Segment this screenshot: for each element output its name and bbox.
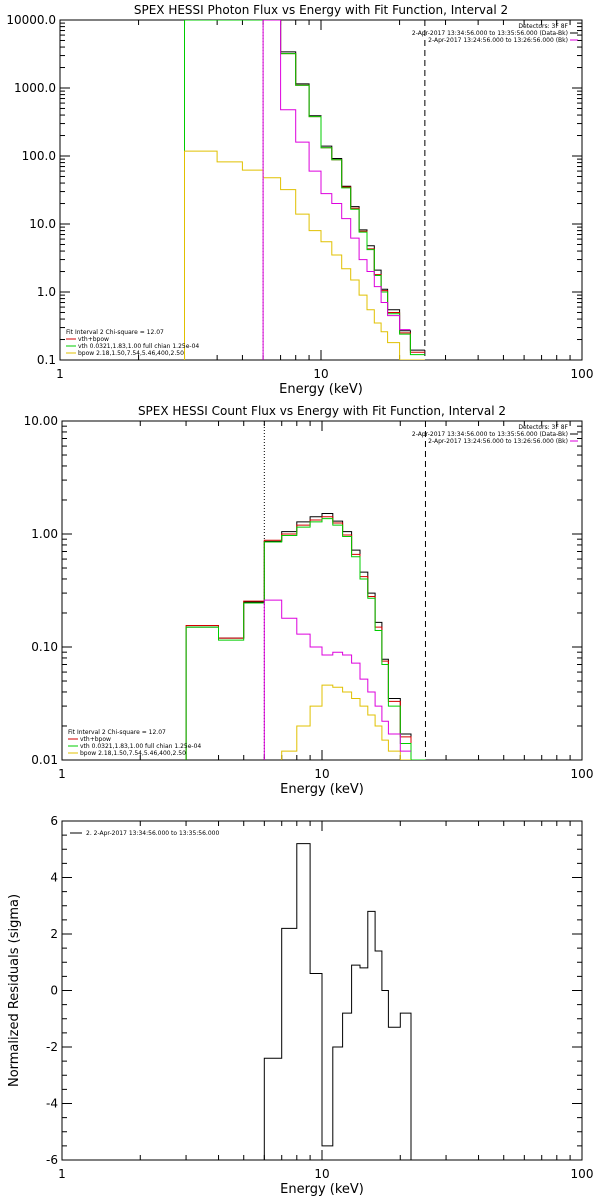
y-tick-label: 10.00 [24,414,58,428]
x-axis-label: Energy (keV) [280,782,364,797]
legend-text: 2. 2-Apr-2017 13:34:56.000 to 13:35:56.0… [86,830,219,837]
y-tick-label: 100.0 [22,149,56,163]
legend-left-text: vth 0.0321,1.83,1.00 full chian 1.25e-04 [78,343,199,350]
series-vth [185,518,426,760]
x-tick-label: 1 [56,367,64,381]
legend-right-text: Detectors: 3F 8F [518,424,568,431]
chart-title: SPEX HESSI Count Flux vs Energy with Fit… [138,404,506,418]
legend-left-text: Fit Interval 2 Chi-square = 12.07 [68,729,166,736]
x-tick-label: 1 [58,1167,66,1181]
y-tick-label: 1.00 [31,527,58,541]
legend-left-text: bpow 2.18,1.50,7.54,5.46,400,2.50 [78,350,184,357]
y-tick-label: 6 [50,814,58,828]
series-vth-bpow [263,599,411,760]
x-tick-label: 10 [313,367,328,381]
series-vth-bpow [262,20,411,360]
legend-left-text: vth+bpow [80,736,111,743]
y-tick-label: 1000.0 [14,81,56,95]
x-tick-label: 1 [58,767,66,781]
x-tick-label: 100 [571,1167,594,1181]
y-tick-label: -4 [46,1097,58,1111]
photon-flux-panel: SPEX HESSI Photon Flux vs Energy with Fi… [6,3,593,397]
legend-left-text: Fit Interval 2 Chi-square = 12.07 [66,329,164,336]
residuals-panel: Energy (keV) Normalized Residuals (sigma)… [7,814,593,1197]
y-tick-label: 4 [50,871,58,885]
y-tick-label: 2 [50,927,58,941]
legend-right-text: 2-Apr-2017 13:34:56.000 to 13:35:56.000 … [412,431,568,438]
x-tick-label: 10 [314,767,329,781]
y-tick-label: 1.0 [37,285,56,299]
series-bpow [281,684,411,760]
series-vth [184,20,425,360]
series-data [184,20,425,360]
y-tick-label: -6 [46,1153,58,1167]
legend-left-text: vth 0.0321,1.83,1.00 full chian 1.25e-04 [80,743,201,750]
x-tick-label: 100 [571,767,594,781]
y-tick-label: 0.10 [31,640,58,654]
series-bpow [184,150,425,360]
legend-right-text: Detectors: 3F 8F [518,23,568,30]
legend-right-text: 2-Apr-2017 13:34:56.000 to 13:35:56.000 … [412,30,568,37]
series-data [185,513,426,760]
series-residuals [263,843,426,1160]
plot-frame [61,420,583,761]
series-vth-bpow [184,20,425,360]
chart-title: SPEX HESSI Photon Flux vs Energy with Fi… [134,3,508,17]
x-tick-label: 100 [571,367,594,381]
legend-right-text: 2-Apr-2017 13:24:56.000 to 13:26:56.000 … [428,37,568,44]
x-tick-label: 10 [314,1167,329,1181]
legend-left-text: vth+bpow [78,336,109,343]
series-vth-bpow [185,516,426,760]
count-flux-panel: SPEX HESSI Count Flux vs Energy with Fit… [24,404,594,797]
y-axis-label: Normalized Residuals (sigma) [7,894,22,1087]
y-tick-label: 10000.0 [6,13,56,27]
y-tick-label: -2 [46,1040,58,1054]
y-tick-label: 0.01 [31,753,58,767]
legend-left-text: bpow 2.18,1.50,7.54,5.46,400,2.50 [80,750,186,757]
y-tick-label: 0 [50,984,58,998]
x-axis-label: Energy (keV) [279,382,363,397]
legend-right-text: 2-Apr-2017 13:24:56.000 to 13:26:56.000 … [428,438,568,445]
y-tick-label: 0.1 [37,353,56,367]
x-axis-label: Energy (keV) [280,1182,364,1197]
y-tick-label: 10.0 [29,217,56,231]
